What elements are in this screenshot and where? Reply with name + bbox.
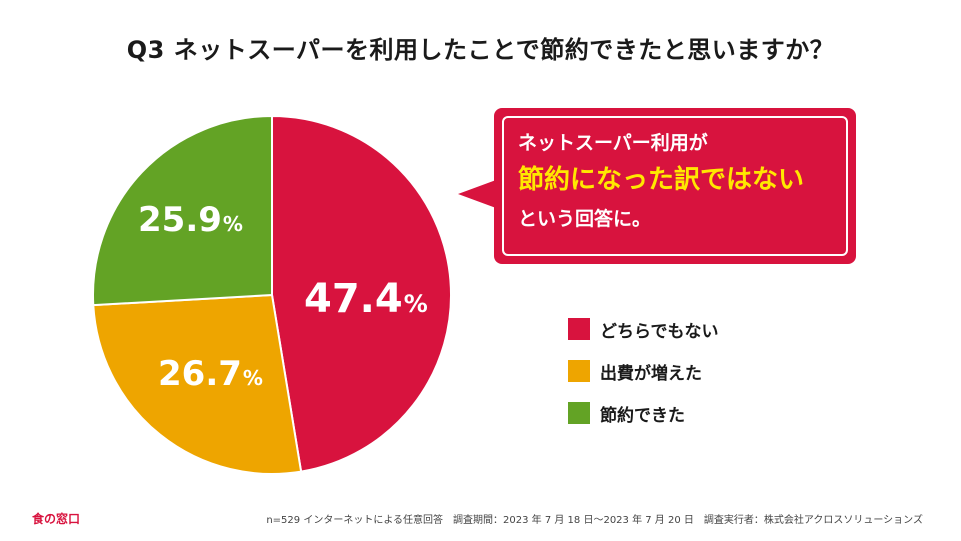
pie-slice-neither bbox=[271, 114, 452, 473]
callout-frame: ネットスーパー利用が 節約になった訳ではない という回答に。 bbox=[502, 116, 848, 256]
callout-line-3: という回答に。 bbox=[518, 208, 652, 230]
legend-swatch-increased bbox=[568, 360, 590, 382]
pct-label-neither: 47.4% bbox=[304, 276, 428, 322]
pct-value-increased: 26.7 bbox=[158, 354, 242, 394]
callout-box: ネットスーパー利用が 節約になった訳ではない という回答に。 bbox=[494, 108, 856, 264]
legend-label-saved: 節約できた bbox=[600, 405, 685, 426]
pct-label-increased: 26.7% bbox=[158, 354, 263, 394]
legend-item-neither: どちらでもない bbox=[568, 318, 719, 342]
pct-value-neither: 47.4 bbox=[304, 276, 403, 322]
pie-slice-increased bbox=[92, 293, 303, 475]
callout-line-1: ネットスーパー利用が bbox=[518, 132, 708, 154]
legend: どちらでもない 出費が増えた 節約できた bbox=[568, 318, 719, 444]
pct-unit: % bbox=[242, 366, 263, 390]
callout-highlight: 節約になった訳ではない bbox=[518, 165, 805, 195]
callout-tail bbox=[458, 180, 496, 208]
pct-label-saved: 25.9% bbox=[138, 200, 243, 240]
legend-label-neither: どちらでもない bbox=[600, 321, 719, 342]
legend-swatch-neither bbox=[568, 318, 590, 340]
chart-title: Q3 ネットスーパーを利用したことで節約できたと思いますか？ bbox=[126, 36, 835, 64]
survey-footnote: n=529 インターネットによる任意回答 調査期間：2023 年 7 月 18 … bbox=[266, 515, 923, 526]
legend-item-increased: 出費が増えた bbox=[568, 360, 719, 384]
legend-label-increased: 出費が増えた bbox=[600, 363, 702, 384]
legend-swatch-saved bbox=[568, 402, 590, 424]
pct-unit: % bbox=[403, 290, 428, 318]
pie-slice-saved bbox=[92, 114, 273, 307]
brand-logo: 食の窓口 bbox=[32, 512, 81, 526]
pct-unit: % bbox=[222, 212, 243, 236]
legend-item-saved: 節約できた bbox=[568, 402, 719, 426]
pct-value-saved: 25.9 bbox=[138, 200, 222, 240]
